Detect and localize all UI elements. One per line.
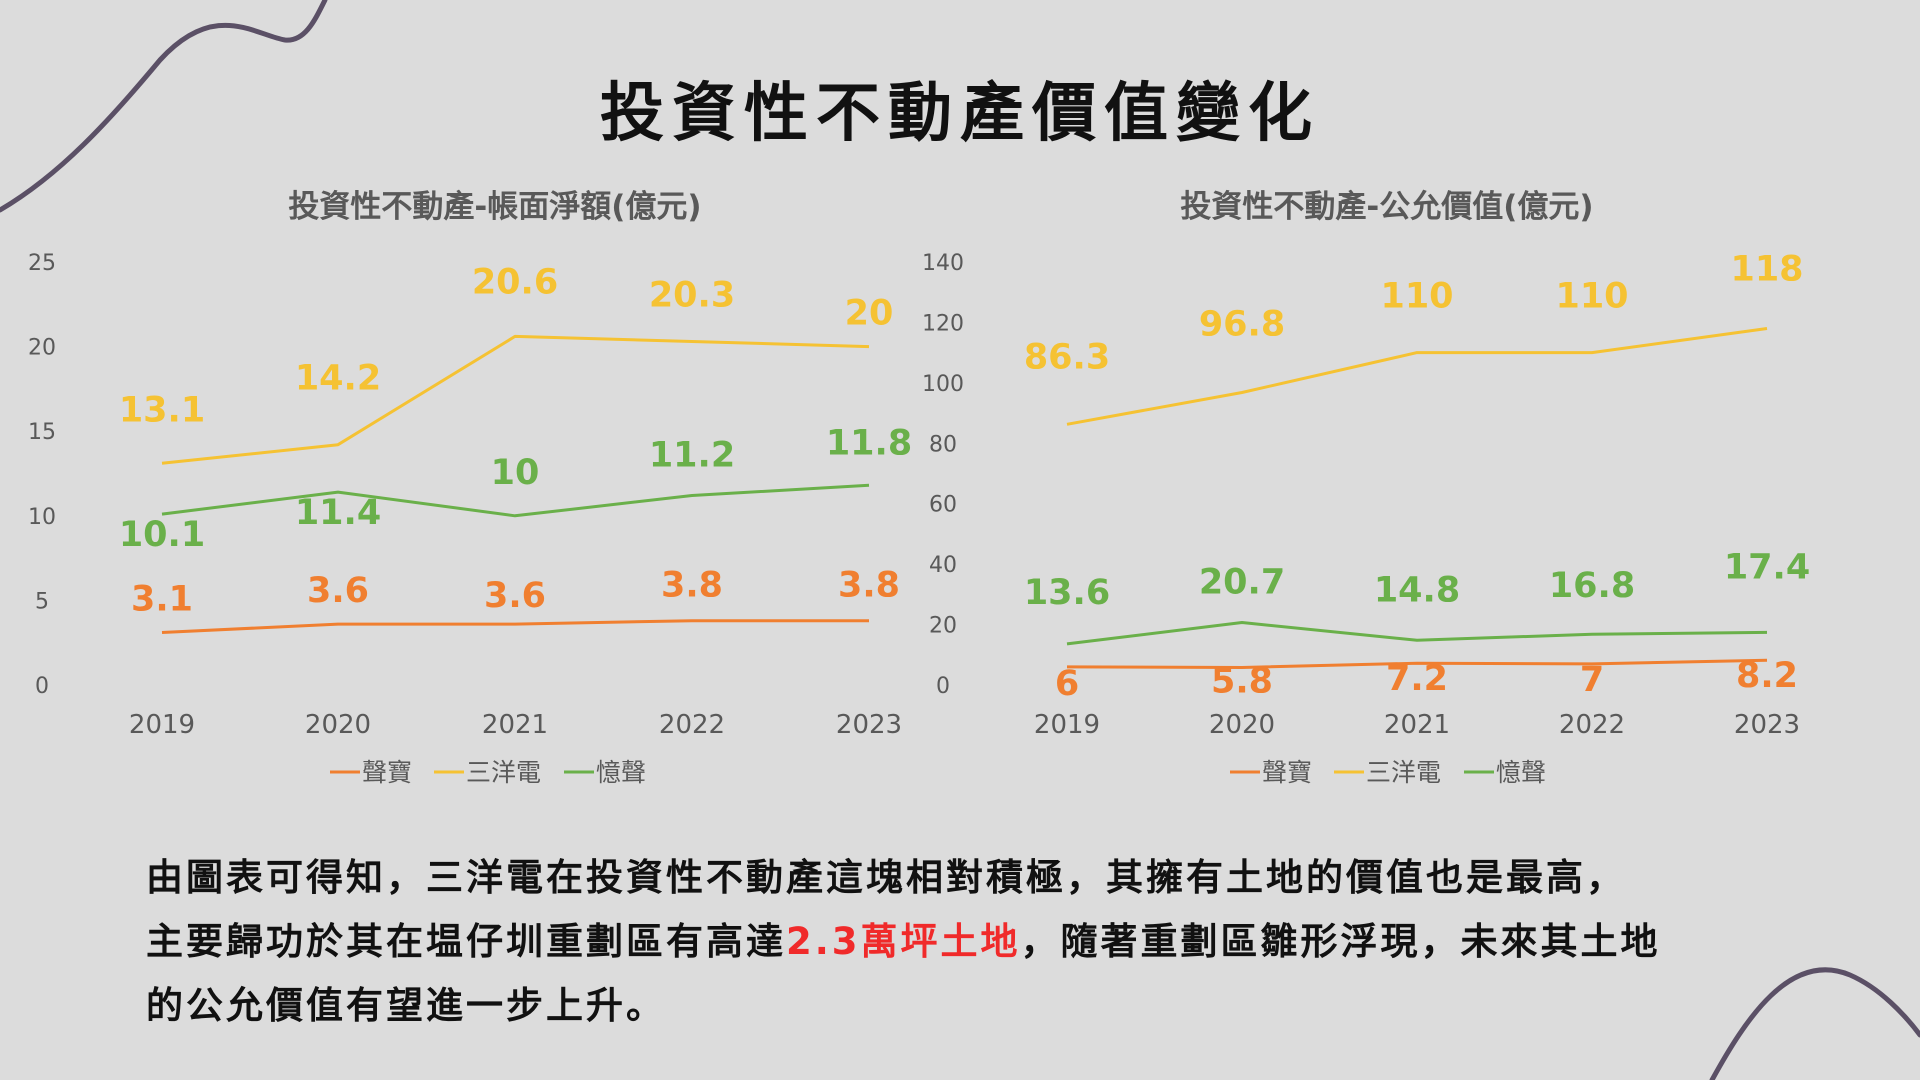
summary-line-2: 主要歸功於其在塭仔圳重劃區有高達2.3萬坪土地，隨著重劃區雛形浮現，未來其土地 <box>146 910 1826 974</box>
chart-book-value: 投資性不動產-帳面淨額(億元) 0 5 10 15 20 25 2019 2020 2021 202… <box>0 170 960 810</box>
series-line <box>1066 327 1768 426</box>
data-label: 11.8 <box>826 423 912 463</box>
series-line <box>161 619 869 634</box>
data-label: 5.8 <box>1211 661 1273 701</box>
data-label: 7 <box>1580 660 1604 700</box>
legend-label: 聲寶 <box>1262 758 1312 787</box>
highlight-land-area: 2.3萬坪土地 <box>786 920 1021 963</box>
legend-label: 憶聲 <box>1496 758 1546 787</box>
y-tick-label: 15 <box>28 420 56 445</box>
x-tick-label: 2021 <box>1384 710 1450 740</box>
data-label: 16.8 <box>1549 566 1635 606</box>
x-tick-label: 2023 <box>1734 710 1800 740</box>
data-label: 3.6 <box>484 576 546 616</box>
data-label: 3.8 <box>838 566 900 606</box>
summary-paragraph: 由圖表可得知，三洋電在投資性不動產這塊相對積極，其擁有土地的價值也是最高， 主要… <box>146 846 1826 1038</box>
x-tick-label: 2019 <box>129 710 195 740</box>
y-tick-label: 80 <box>929 432 957 457</box>
y-tick-label: 10 <box>28 505 56 530</box>
x-tick-label: 2020 <box>1209 710 1275 740</box>
x-tick-label: 2019 <box>1034 710 1100 740</box>
data-label: 86.3 <box>1024 337 1110 377</box>
data-label: 10.1 <box>119 515 205 555</box>
y-tick-label: 40 <box>929 553 957 578</box>
y-tick-label: 20 <box>28 336 56 361</box>
data-label: 110 <box>1380 277 1453 317</box>
summary-line-2-start: 主要歸功於其在塭仔圳重劃區有高達 <box>146 920 786 963</box>
data-label: 7.2 <box>1386 659 1448 699</box>
data-label: 20.3 <box>649 276 735 316</box>
summary-line-1: 由圖表可得知，三洋電在投資性不動產這塊相對積極，其擁有土地的價值也是最高， <box>146 856 1626 899</box>
y-tick-label: 5 <box>35 589 49 614</box>
legend-label: 三洋電 <box>1366 758 1441 787</box>
bottom-right-curve <box>1709 967 1920 1080</box>
series-line <box>161 334 870 465</box>
data-label: 13.6 <box>1024 573 1110 613</box>
summary-line-3: 的公允價值有望進一步上升。 <box>146 984 666 1027</box>
data-label: 118 <box>1730 249 1803 289</box>
data-label: 3.6 <box>307 571 369 611</box>
data-label: 8.2 <box>1736 656 1798 696</box>
top-left-curve <box>0 0 328 213</box>
data-label: 20.6 <box>472 262 558 302</box>
y-tick-label: 0 <box>35 674 49 699</box>
chart-fair-value: 投資性不動產-公允價值(億元) 0 20 40 60 80 100 120 140 2019 202… <box>900 170 1860 810</box>
chart-svg: 投資性不動產-公允價值(億元) 0 20 40 60 80 100 120 140 2019 202… <box>922 189 1810 787</box>
y-tick-label: 100 <box>922 372 964 397</box>
series-line <box>1066 621 1768 646</box>
x-tick-label: 2022 <box>659 710 725 740</box>
data-label: 6 <box>1055 664 1079 704</box>
data-label: 14.8 <box>1374 570 1460 610</box>
data-label: 3.1 <box>131 580 193 620</box>
page-title: 投資性不動產價值變化 <box>600 77 1320 151</box>
legend-label: 三洋電 <box>466 758 541 787</box>
y-tick-label: 140 <box>922 251 964 276</box>
x-tick-label: 2022 <box>1559 710 1625 740</box>
y-tick-label: 120 <box>922 311 964 336</box>
data-label: 17.4 <box>1724 547 1810 587</box>
series-line <box>161 483 870 518</box>
y-tick-label: 0 <box>936 674 950 699</box>
data-label: 13.1 <box>119 390 205 430</box>
y-tick-label: 25 <box>28 251 56 276</box>
legend-label: 聲寶 <box>362 758 412 787</box>
data-label: 20 <box>845 294 894 334</box>
series-line <box>1066 658 1768 669</box>
y-tick-label: 20 <box>929 614 957 639</box>
data-label: 11.4 <box>295 493 381 533</box>
legend-label: 憶聲 <box>596 758 646 787</box>
data-label: 110 <box>1555 277 1628 317</box>
data-label: 96.8 <box>1199 305 1285 345</box>
data-label: 11.2 <box>649 435 735 475</box>
x-tick-label: 2020 <box>305 710 371 740</box>
data-label: 10 <box>491 453 540 493</box>
chart-title: 投資性不動產-帳面淨額(億元) <box>288 189 701 225</box>
y-tick-label: 60 <box>929 493 957 518</box>
data-label: 14.2 <box>295 359 381 399</box>
data-label: 20.7 <box>1199 562 1285 602</box>
chart-title: 投資性不動產-公允價值(億元) <box>1180 189 1593 225</box>
data-label: 3.8 <box>661 566 723 606</box>
summary-line-2-end: ，隨著重劃區雛形浮現，未來其土地 <box>1020 920 1661 963</box>
x-tick-label: 2023 <box>836 710 902 740</box>
x-tick-label: 2021 <box>482 710 548 740</box>
